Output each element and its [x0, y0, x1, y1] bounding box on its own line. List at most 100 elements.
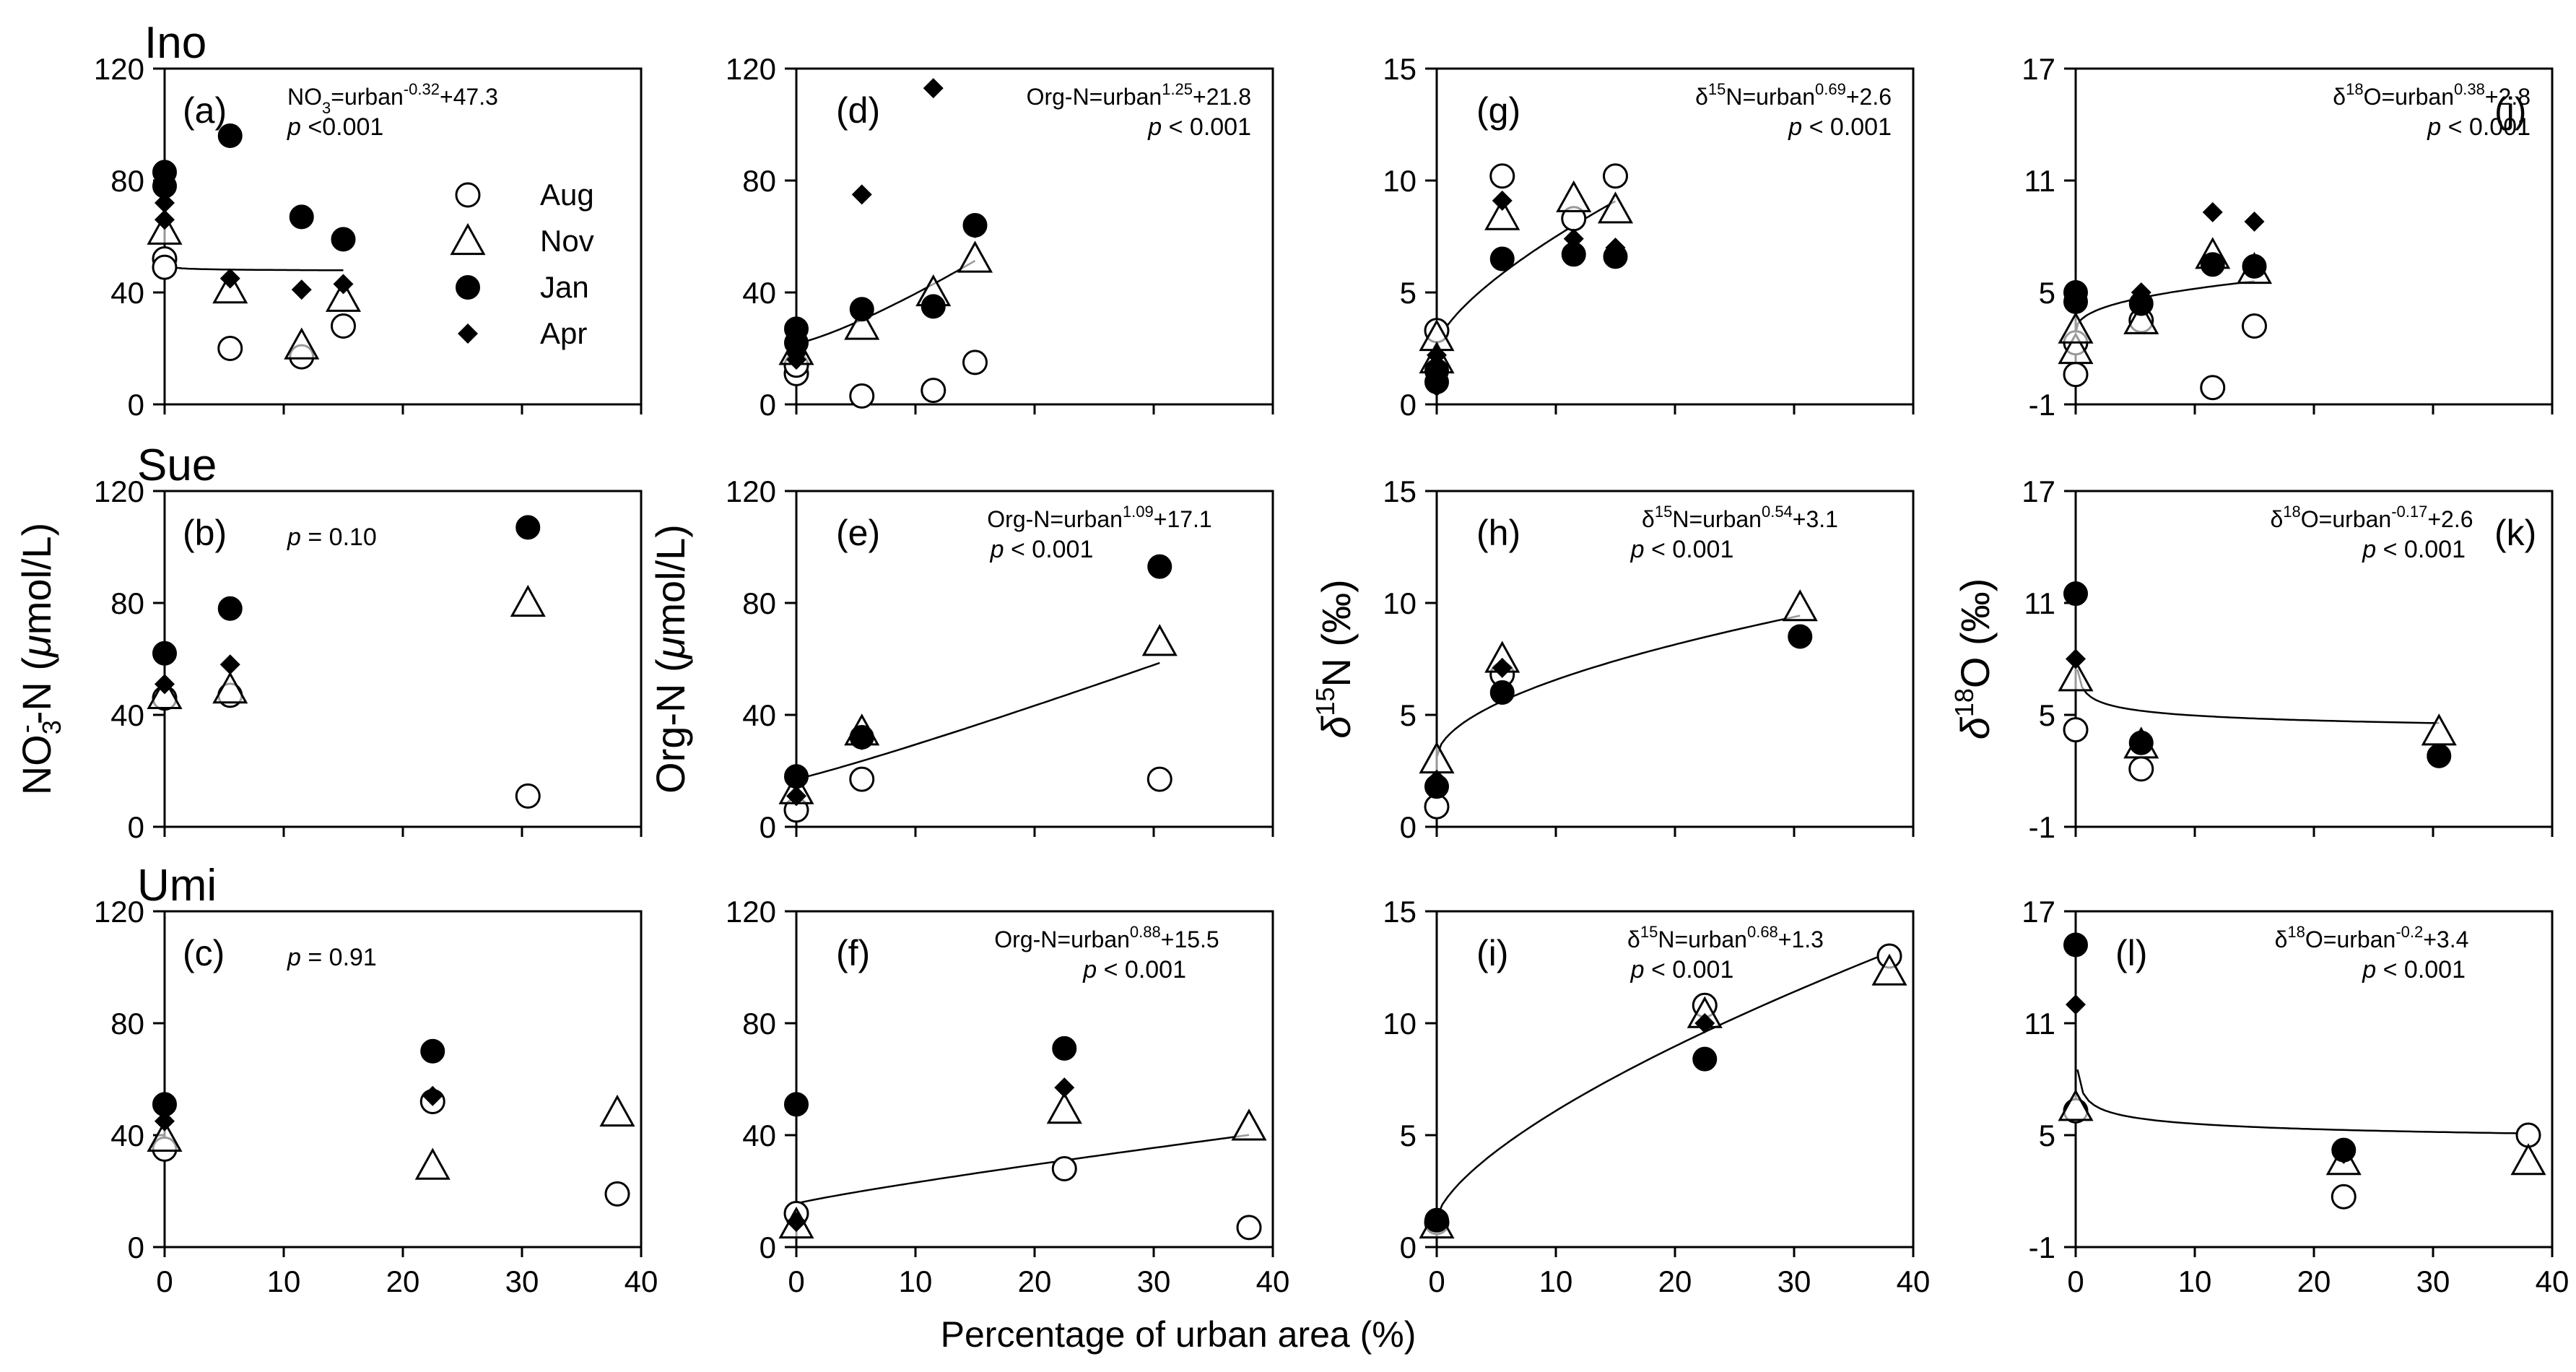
y-tick-label: 40: [110, 698, 144, 732]
y-tick-label: 80: [110, 164, 144, 198]
x-tick-label: 10: [2178, 1264, 2212, 1298]
fit-equation: Org-N=urban1.25+21.8: [1027, 80, 1251, 110]
x-tick-label: 40: [625, 1264, 658, 1298]
point-nov: [510, 584, 546, 617]
y-tick-label: 5: [1400, 1119, 1417, 1152]
site-label-ino: Ino: [144, 18, 206, 68]
point-aug: [1146, 766, 1172, 792]
y-tick-label: 80: [742, 1007, 776, 1041]
point-aug: [921, 378, 947, 404]
y-tick-label: 0: [1400, 388, 1417, 422]
y-tick-label: 120: [726, 474, 776, 508]
p-value: p = 0.10: [287, 524, 377, 551]
x-tick-label: 0: [2067, 1264, 2084, 1298]
y-tick-label: 0: [128, 810, 144, 844]
point-aug: [2063, 717, 2089, 743]
point-aug: [1236, 1215, 1262, 1241]
point-apr: [422, 1085, 443, 1106]
point-nov: [2058, 331, 2094, 365]
y-tick-label: 120: [726, 52, 776, 86]
y-axis-label-d18o: δ18O (‰): [1949, 578, 1998, 740]
point-jan: [2242, 253, 2267, 279]
point-apr: [155, 209, 175, 230]
panel-label: (k): [2494, 513, 2536, 553]
y-tick-label: 40: [742, 276, 776, 310]
point-jan: [2063, 932, 2088, 958]
panel-label: (g): [1476, 90, 1520, 131]
point-jan: [2200, 252, 2225, 277]
legend-label-jan: Jan: [540, 270, 589, 304]
x-tick-label: 10: [899, 1264, 933, 1298]
x-tick-label: 40: [1256, 1264, 1290, 1298]
point-jan: [289, 204, 314, 230]
x-tick-label: 20: [1658, 1264, 1692, 1298]
point-nov: [1484, 198, 1520, 230]
point-aug: [604, 1181, 630, 1207]
y-tick-label: 10: [1383, 164, 1417, 198]
y-tick-label: 0: [760, 810, 776, 844]
point-aug: [2200, 375, 2226, 401]
y-tick-label: 11: [2024, 164, 2055, 198]
fit-curve: [2074, 280, 2255, 334]
point-apr: [786, 1212, 806, 1233]
panel-a: 0 40 80 120 (a) NO3=urban-0.32+47.3p <0.001 Au…: [94, 52, 643, 422]
x-tick-label: 0: [156, 1264, 173, 1298]
fit-equation: δ15N=urban0.54+3.1: [1642, 503, 1838, 532]
point-apr: [2202, 201, 2223, 222]
panel-label: (b): [183, 513, 227, 553]
point-nov: [2123, 302, 2159, 334]
point-jan: [1147, 554, 1172, 579]
point-nov: [1871, 953, 1907, 986]
point-apr: [851, 184, 872, 205]
y-tick-label: 5: [1400, 698, 1417, 732]
legend-label-aug: Aug: [540, 178, 594, 212]
point-nov: [414, 1147, 451, 1180]
panel-g: 0 5 10 15 (g) δ15N=urban0.69+2.6 p < 0.001: [1383, 52, 1915, 422]
y-tick-label: 40: [110, 276, 144, 310]
point-jan: [1489, 246, 1515, 272]
y-tick-label: 0: [1400, 1230, 1417, 1264]
y-tick-label: 10: [1383, 1007, 1417, 1041]
fit-curve: [165, 264, 344, 272]
fit-curve: [2076, 669, 2440, 724]
point-jan: [2063, 581, 2088, 607]
panel-c: 0 40 80 120 0 10 20 30 40 (c) p = 0.91: [94, 895, 658, 1298]
point-nov: [284, 327, 320, 360]
point-apr: [1492, 190, 1513, 211]
panel-label: (e): [836, 513, 880, 553]
point-nov: [1046, 1092, 1082, 1124]
point-nov: [1556, 180, 1592, 212]
y-tick-label: 5: [1400, 276, 1417, 310]
x-tick-label: 30: [1137, 1264, 1171, 1298]
y-tick-label: 17: [2022, 474, 2055, 508]
point-apr: [786, 786, 806, 807]
point-apr: [2333, 1143, 2354, 1164]
x-tick-label: 30: [505, 1264, 539, 1298]
x-tick-label: 30: [2416, 1264, 2450, 1298]
point-aug: [2128, 756, 2154, 782]
point-apr: [1563, 228, 1584, 249]
p-value: p <0.001: [287, 113, 383, 141]
y-tick-label: 80: [742, 164, 776, 198]
fit-curve: [2076, 1069, 2529, 1134]
point-nov: [1597, 191, 1634, 224]
point-apr: [155, 1111, 175, 1132]
point-jan: [1052, 1035, 1077, 1061]
point-nov: [2510, 1143, 2546, 1176]
y-tick-label: 120: [94, 895, 144, 929]
x-tick-label: 30: [1777, 1264, 1811, 1298]
point-aug: [515, 783, 541, 809]
p-value: p < 0.001: [1788, 113, 1892, 141]
y-axis-label-d15n: δ15N (‰): [1310, 579, 1359, 738]
point-apr: [1605, 238, 1626, 258]
point-apr: [219, 654, 240, 675]
x-tick-label: 20: [1018, 1264, 1052, 1298]
fit-equation: δ18O=urban0.38+2.8: [2333, 80, 2531, 110]
y-tick-label: 17: [2022, 895, 2055, 929]
panel-j: -1 5 11 17 (j)δ18O=urban0.38+2.8 p < 0.001: [2022, 52, 2554, 422]
x-tick-label: 20: [2297, 1264, 2331, 1298]
point-aug: [1051, 1156, 1077, 1181]
point-nov: [1419, 741, 1455, 774]
x-tick-label: 0: [1428, 1264, 1445, 1298]
